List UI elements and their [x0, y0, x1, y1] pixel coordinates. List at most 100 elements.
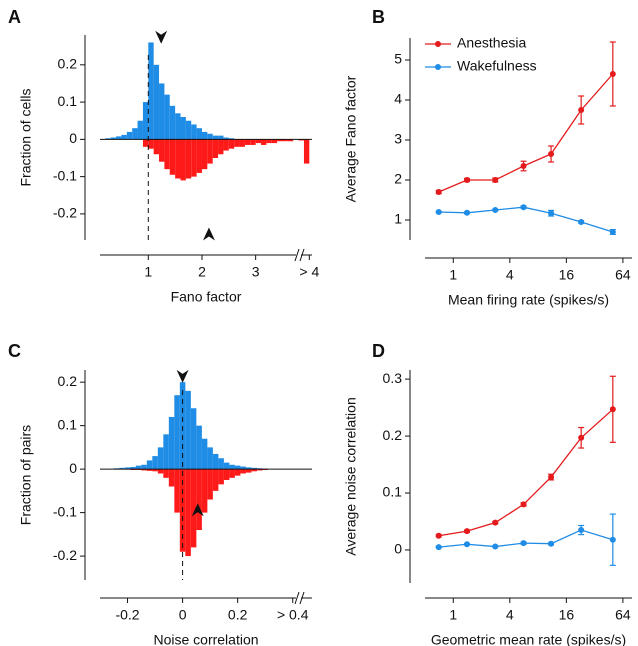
histogram-bar: [142, 102, 149, 140]
histogram-bar: [212, 135, 219, 140]
legend-label: Wakefulness: [457, 58, 537, 74]
histogram-bar: [135, 465, 142, 470]
point: [463, 177, 470, 183]
histogram-bar: [250, 139, 256, 145]
histogram-bar: [196, 425, 202, 470]
histogram-bar: [157, 447, 164, 470]
axis-break-gap: [296, 592, 301, 604]
mean-marker: [155, 30, 168, 44]
point: [609, 536, 616, 543]
x-tick-label: > 0.4: [277, 607, 309, 623]
y-tick-label: 5: [394, 51, 402, 67]
histogram-bar: [228, 139, 235, 149]
x-tick-label: 16: [559, 607, 575, 623]
histogram-bar: [196, 128, 202, 140]
point: [609, 71, 616, 77]
series-line: [438, 408, 614, 537]
histogram-bar: [282, 139, 288, 142]
histogram-bar: [244, 139, 251, 145]
y-tick-label: -0.2: [53, 205, 77, 221]
histogram-bar: [130, 466, 136, 470]
histogram-bar: [240, 469, 246, 474]
y-axis-label: Fraction of pairs: [18, 425, 34, 525]
panel-label: A: [8, 7, 21, 27]
histogram-bar: [126, 131, 133, 140]
point: [578, 527, 585, 534]
histogram-bar: [121, 134, 127, 140]
histogram-bar: [132, 128, 138, 140]
x-tick-label: 1: [144, 264, 152, 280]
histogram-bar: [223, 462, 230, 470]
histogram-bar: [234, 465, 241, 470]
histogram-bar: [174, 469, 180, 513]
histogram-bar: [245, 467, 252, 470]
axis-break-gap: [296, 249, 301, 261]
histogram-bar: [266, 139, 272, 144]
histogram-bar: [185, 469, 191, 557]
histogram-bar: [303, 139, 310, 164]
mean-marker: [176, 369, 189, 383]
histogram-bar: [141, 464, 147, 470]
histogram-bar: [157, 469, 164, 474]
point: [435, 209, 442, 215]
y-tick-label: 0.1: [58, 93, 78, 109]
histogram-bar: [201, 438, 208, 470]
legend-label: Anesthesia: [457, 35, 526, 51]
panel-label: B: [372, 7, 385, 27]
histogram-bar: [196, 469, 202, 530]
histogram-bar: [152, 469, 158, 472]
histogram-bar: [240, 466, 246, 470]
histogram-bar: [152, 456, 158, 470]
histogram-bar: [201, 139, 208, 170]
axis-break: [294, 248, 300, 262]
point: [492, 207, 499, 213]
histogram-bar: [185, 120, 192, 140]
x-tick-label: 0: [179, 607, 187, 623]
histogram-bar: [251, 467, 257, 470]
histogram-bar: [223, 139, 229, 151]
histogram-bar: [185, 390, 191, 470]
histogram-bar: [137, 120, 143, 140]
point: [578, 107, 585, 113]
histogram-bar: [159, 83, 165, 140]
x-tick-label: 64: [615, 267, 631, 283]
point: [435, 189, 442, 195]
point: [492, 519, 499, 526]
y-tick-label: -0.2: [53, 547, 77, 563]
series-line: [438, 73, 614, 193]
histogram-bar: [218, 469, 224, 485]
panel-label: C: [8, 341, 21, 361]
x-tick-label: 1: [449, 607, 457, 623]
x-tick-label: > 4: [299, 264, 319, 280]
histogram-bar: [124, 467, 131, 470]
x-tick-label: 2: [198, 264, 206, 280]
y-axis-label: Average Fano factor: [343, 75, 359, 202]
histogram-bar: [229, 464, 235, 470]
point: [548, 210, 555, 217]
histogram-bar: [110, 137, 117, 140]
point: [520, 163, 527, 169]
panel-label: D: [372, 341, 385, 361]
y-tick-label: 0.2: [383, 427, 403, 443]
histogram-bar: [234, 139, 240, 147]
legend-marker: [435, 64, 441, 70]
histogram-bar: [191, 139, 197, 177]
histogram-bar: [164, 94, 170, 140]
histogram-bar: [201, 469, 208, 513]
y-tick-label: 0: [394, 541, 402, 557]
histogram-bar: [245, 469, 252, 473]
histogram-bar: [255, 139, 262, 144]
histogram-bar: [207, 139, 213, 164]
point: [578, 434, 585, 441]
y-tick-label: 4: [394, 91, 402, 107]
histogram-bar: [146, 469, 153, 471]
y-tick-label: 0.2: [58, 56, 78, 72]
histogram-bar: [212, 453, 219, 470]
histogram-bar: [169, 105, 176, 140]
x-axis-label: Mean firing rate (spikes/s): [448, 292, 609, 308]
mean-marker: [202, 227, 215, 241]
histogram-bar: [190, 469, 197, 548]
point: [548, 540, 555, 547]
point: [435, 544, 442, 551]
point: [609, 229, 616, 235]
